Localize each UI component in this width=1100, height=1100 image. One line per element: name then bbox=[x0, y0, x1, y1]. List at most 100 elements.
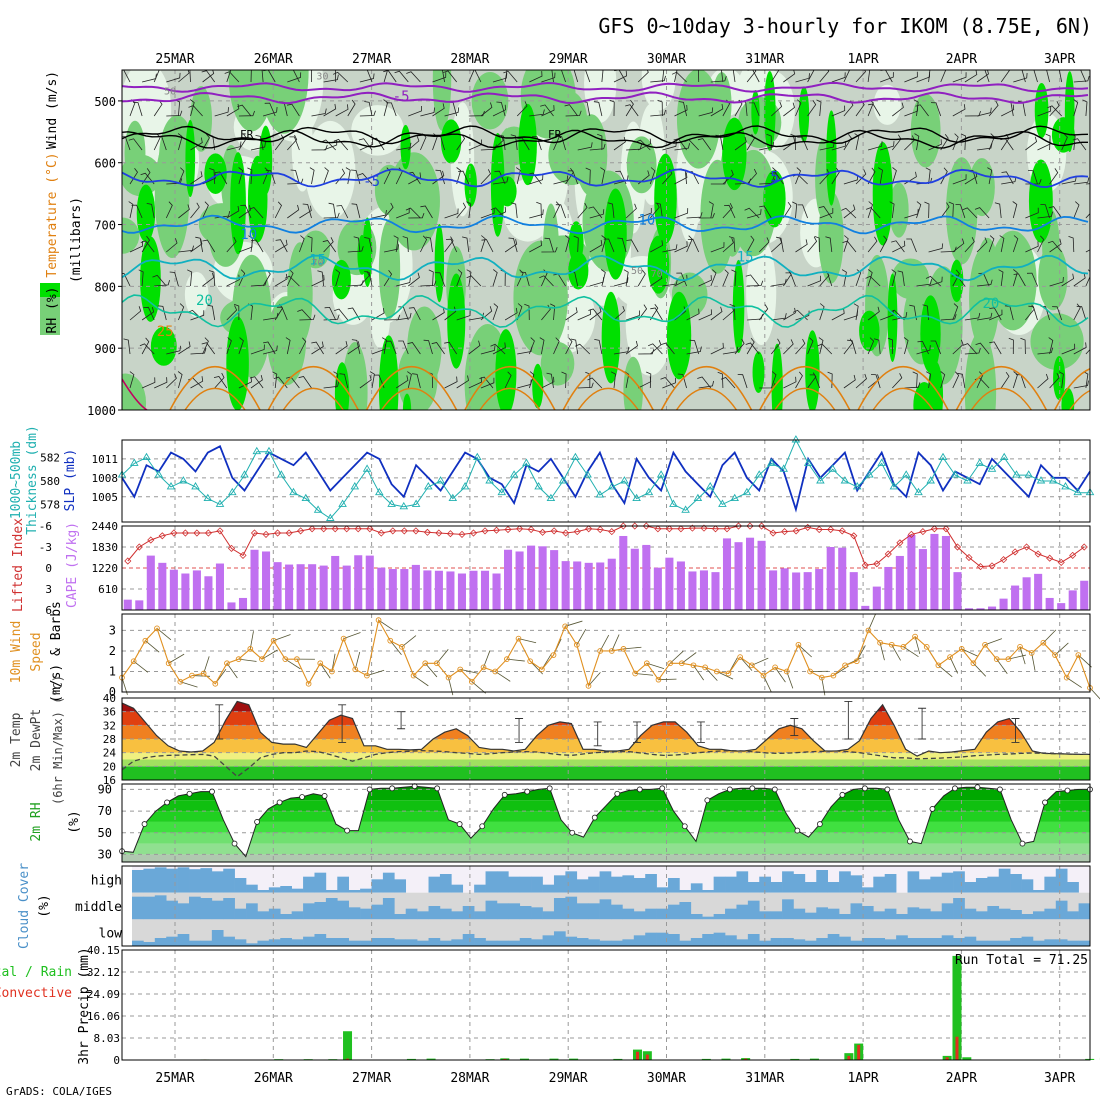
thickness-point bbox=[497, 487, 507, 496]
thickness-point bbox=[166, 482, 176, 490]
wind-barb bbox=[635, 139, 651, 151]
surface-wind-barb bbox=[716, 671, 734, 680]
wind-barb bbox=[353, 236, 361, 253]
cape-bar bbox=[607, 558, 616, 610]
wind-barb bbox=[333, 371, 339, 389]
cloud-cover-bar bbox=[496, 940, 509, 946]
cloud-cover-bar bbox=[211, 900, 224, 920]
wind-barb bbox=[264, 102, 276, 117]
wind-barb bbox=[201, 342, 216, 355]
cape-bar bbox=[492, 573, 501, 610]
lifted-index-point bbox=[665, 525, 673, 533]
lifted-index-point bbox=[1069, 551, 1077, 559]
wind-barb bbox=[468, 312, 484, 321]
wind-barb bbox=[637, 269, 646, 287]
cloud-cover-bar bbox=[987, 906, 1000, 920]
cloud-cover-bar bbox=[257, 890, 270, 893]
wind-barb bbox=[274, 239, 288, 253]
cloud-cover-bar bbox=[474, 884, 486, 893]
wind-barb bbox=[819, 70, 830, 83]
wind-barb bbox=[298, 376, 312, 389]
surface-wind-barb bbox=[1019, 646, 1026, 665]
cloud-cover-bar bbox=[394, 939, 407, 946]
wind-barb bbox=[359, 110, 376, 117]
wind-speed-point bbox=[923, 643, 930, 650]
rh-point bbox=[569, 829, 576, 836]
wind-barb bbox=[722, 237, 734, 253]
thickness-point bbox=[767, 458, 776, 466]
rh-saturated-region bbox=[763, 71, 776, 151]
cloud-cover-bar bbox=[234, 878, 247, 893]
cloud-cover-bar bbox=[428, 876, 441, 893]
temperature-tick-label: 40 bbox=[103, 692, 116, 705]
cape-bar bbox=[918, 549, 927, 610]
wind-speed-point bbox=[375, 617, 382, 624]
temperature-contour bbox=[479, 387, 541, 410]
cloud-cover-bar bbox=[348, 890, 361, 893]
wind-barb bbox=[1082, 99, 1088, 117]
wind-barb bbox=[940, 202, 950, 219]
wind-legend-label: Wind (m/s) bbox=[45, 71, 60, 149]
date-label: 30MAR bbox=[647, 52, 686, 67]
rh-point bbox=[1019, 840, 1026, 847]
cloud-cover-bar bbox=[782, 899, 794, 920]
pressure-tick-label: 1000 bbox=[87, 404, 116, 418]
wind-speed-point bbox=[142, 637, 149, 644]
rh-saturated-region bbox=[927, 361, 944, 410]
wind-barb bbox=[408, 212, 425, 219]
lifted-index-point bbox=[1046, 554, 1054, 562]
convective-precip-bar bbox=[857, 1044, 861, 1060]
wind-barb bbox=[202, 133, 210, 151]
wind-barb bbox=[287, 204, 300, 219]
cape-bar bbox=[1045, 597, 1054, 610]
thickness-point bbox=[1073, 487, 1082, 496]
wind-barb bbox=[132, 101, 143, 117]
thickness-point bbox=[1061, 482, 1070, 490]
cape-bar bbox=[469, 570, 478, 610]
cloud-cover-bar bbox=[177, 867, 190, 893]
temperature-contour bbox=[857, 366, 949, 410]
dewpoint-line bbox=[121, 749, 1090, 778]
cloud-cover-bar bbox=[633, 911, 646, 920]
thickness-point bbox=[473, 452, 482, 461]
rh-saturated-region bbox=[400, 124, 411, 170]
pressure-tick-label: 500 bbox=[94, 95, 116, 109]
cloud-cover-bar bbox=[1032, 911, 1045, 920]
rh-saturated-region bbox=[950, 259, 964, 303]
wind-barb bbox=[585, 70, 591, 83]
cloud-cover-bar bbox=[873, 911, 886, 920]
lifted-index-point bbox=[688, 524, 696, 532]
cloud-cover-bar bbox=[325, 890, 338, 893]
wind-barb bbox=[952, 72, 967, 83]
cloud-cover-bar bbox=[291, 911, 304, 920]
pressure-tick-label: 700 bbox=[94, 219, 116, 233]
wind-barb bbox=[333, 138, 349, 151]
cloud-cover-bar bbox=[234, 939, 247, 946]
cloud-cover-bar bbox=[337, 876, 349, 893]
cape-bar bbox=[1011, 585, 1020, 610]
cloud-cover-bar bbox=[508, 940, 521, 946]
wind-barb bbox=[976, 237, 988, 253]
wind-barb bbox=[686, 212, 703, 219]
rh-point bbox=[524, 788, 531, 795]
wind-barb bbox=[710, 75, 727, 83]
wind-barb bbox=[818, 206, 833, 219]
thickness-point bbox=[558, 476, 568, 484]
cloud-cover-bar bbox=[542, 935, 555, 946]
wind-barb bbox=[328, 202, 337, 219]
wind-barb bbox=[897, 270, 905, 287]
cape-bar bbox=[815, 569, 824, 610]
surface-wind-barb bbox=[226, 663, 238, 679]
wind-barb bbox=[357, 173, 373, 185]
wind-barb bbox=[510, 134, 518, 151]
lifted-index-point bbox=[135, 543, 143, 551]
cloud-cover-bar bbox=[508, 876, 521, 893]
wind-barb bbox=[589, 209, 605, 219]
wind-barb bbox=[462, 236, 470, 253]
wind-barb bbox=[783, 70, 796, 83]
surface-wind-barb bbox=[646, 662, 665, 670]
cape-bar bbox=[746, 537, 755, 610]
cloud-cover-bar bbox=[816, 938, 828, 946]
date-label: 3APR bbox=[1044, 1071, 1075, 1086]
